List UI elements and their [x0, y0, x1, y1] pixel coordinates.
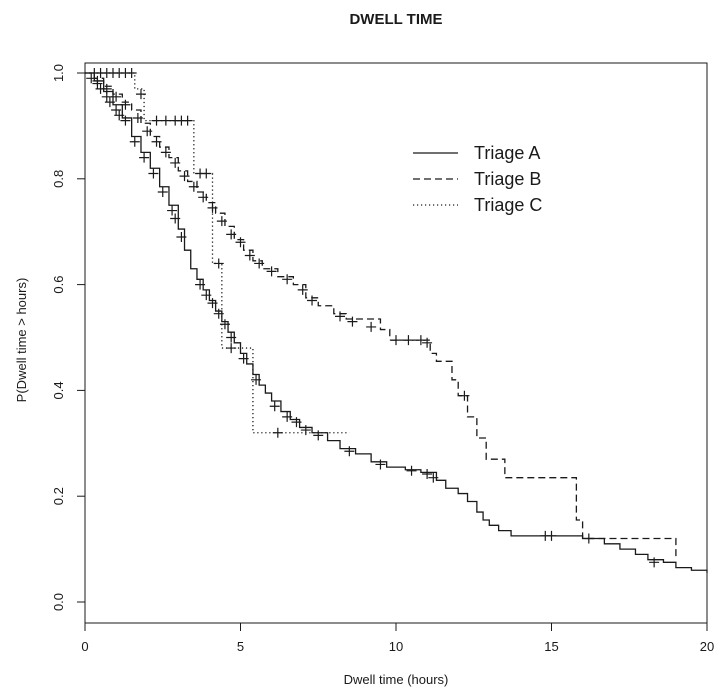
triage-c-censor-mark [151, 115, 162, 126]
triage-b-censor-mark [207, 202, 218, 213]
legend-label-triage-a: Triage A [474, 143, 540, 163]
y-tick-label: 0.2 [51, 487, 66, 505]
triage-a-censor-mark [282, 411, 293, 422]
legend-label-triage-b: Triage B [474, 169, 541, 189]
triage-a-censor-mark [375, 459, 386, 470]
triage-b-censor-mark [583, 533, 594, 544]
triage-b-censor-mark [170, 157, 181, 168]
y-axis-label: P(Dwell time > hours) [14, 278, 29, 403]
triage-a-censor-mark [111, 105, 122, 116]
triage-b-censor-mark [254, 258, 265, 269]
triage-a-curve [85, 72, 708, 573]
triage-b-censor-mark [120, 99, 131, 110]
triage-a-censor-mark [129, 136, 140, 147]
triage-c-censor-mark [135, 89, 146, 100]
triage-b-censor-mark [142, 126, 153, 137]
triage-a-censor-mark [300, 425, 311, 436]
triage-b-censor-mark [132, 112, 143, 123]
x-axis: 0 5 10 15 20 [81, 623, 714, 654]
triage-b-censor-mark [347, 316, 358, 327]
triage-a-censor-mark [157, 187, 168, 198]
triage-a-censor-mark [428, 472, 439, 483]
triage-a-censor-mark [213, 308, 224, 319]
triage-b-censor-mark [111, 91, 122, 102]
y-tick-label: 1.0 [51, 64, 66, 82]
triage-b-censor-mark [391, 335, 401, 346]
triage-b-censor-mark [188, 181, 199, 192]
triage-c-censor-mark [272, 427, 283, 438]
triage-a-censor-mark [207, 298, 218, 309]
triage-a-censor-mark [120, 115, 131, 126]
triage-b-curve [85, 72, 677, 560]
triage-c-censor-mark [201, 168, 212, 179]
triage-a-censor-mark [344, 446, 355, 457]
triage-a-censor-mark [546, 530, 557, 541]
triage-a-censor-mark [176, 231, 187, 242]
chart-title: DWELL TIME [349, 11, 442, 28]
plot-area [85, 68, 708, 573]
triage-b-censor-mark [403, 335, 414, 346]
triage-c-censor-mark [126, 68, 137, 78]
triage-b-censor-mark [266, 266, 277, 277]
triage-b-censor-mark [92, 75, 103, 86]
triage-c-censor-mark [226, 343, 237, 354]
y-tick-label: 0.6 [51, 276, 66, 294]
triage-a-censor-mark [406, 465, 417, 476]
legend-label-triage-c: Triage C [474, 195, 542, 215]
triage-a-censor-mark [148, 168, 159, 179]
triage-a-censor-mark [649, 557, 660, 568]
triage-c-curve [85, 72, 350, 434]
x-tick-label: 0 [81, 639, 88, 654]
triage-b-censor-mark [307, 295, 318, 306]
triage-a-censor-mark [170, 213, 181, 224]
triage-a-censor-mark [104, 97, 115, 108]
triage-a-censor-mark [167, 205, 178, 216]
triage-c-censor-mark [160, 115, 171, 126]
triage-a-censor-mark [139, 152, 150, 163]
triage-b-censor-mark [226, 229, 237, 240]
triage-b-censor-mark [101, 83, 112, 94]
triage-a-censor-mark [238, 353, 249, 364]
triage-b-censor-mark [216, 216, 227, 227]
y-tick-label: 0.0 [51, 593, 66, 611]
triage-b-censor-mark [198, 192, 209, 203]
triage-b-censor-mark [459, 390, 470, 401]
x-tick-label: 5 [237, 639, 244, 654]
x-tick-label: 15 [544, 639, 558, 654]
triage-a-censor-mark [313, 430, 324, 441]
triage-b-censor-mark [160, 147, 171, 158]
triage-b-censor-mark [151, 136, 162, 147]
triage-a-censor-mark [201, 290, 212, 301]
triage-b-censor-mark [179, 171, 190, 182]
triage-b-censor-mark [422, 337, 433, 348]
triage-a-censor-mark [195, 279, 206, 290]
y-tick-label: 0.4 [51, 381, 66, 399]
triage-a-censor-mark [422, 468, 433, 479]
legend: Triage A Triage B Triage C [413, 143, 542, 215]
triage-b-censor-mark [366, 321, 377, 332]
triage-c-censor-mark [213, 258, 224, 269]
triage-a-censor-mark [114, 110, 125, 121]
triage-a-censor-mark [251, 374, 262, 385]
y-axis: 0.0 0.2 0.4 0.6 0.8 1.0 [51, 64, 85, 611]
triage-a-censor-mark [226, 332, 237, 343]
triage-b-censor-mark [282, 274, 293, 285]
triage-b-censor-mark [244, 250, 255, 261]
triage-b-censor-mark [415, 335, 426, 346]
triage-a-censor-mark [269, 401, 280, 412]
x-tick-label: 20 [700, 639, 714, 654]
triage-b-censor-mark [297, 284, 308, 295]
y-tick-label: 0.8 [51, 170, 66, 188]
triage-a-censor-mark [291, 417, 302, 428]
x-tick-label: 10 [389, 639, 403, 654]
x-axis-label: Dwell time (hours) [344, 672, 449, 687]
triage-c-censor-mark [182, 115, 193, 126]
triage-b-censor-mark [235, 237, 246, 248]
triage-b-censor-mark [335, 311, 346, 322]
